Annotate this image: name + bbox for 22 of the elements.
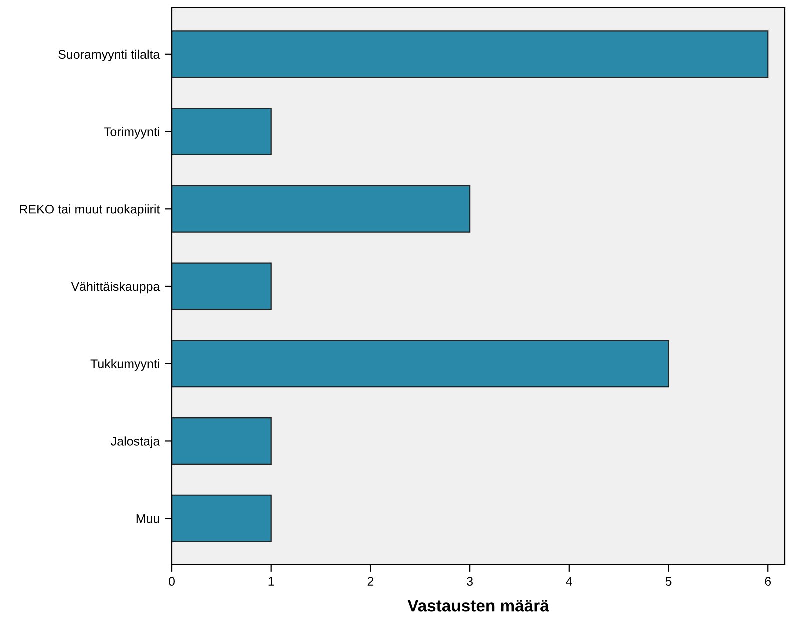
y-tick-label: Muu <box>136 514 160 524</box>
y-tick-label: Tukkumyynti <box>90 359 160 371</box>
bar <box>172 30 769 78</box>
bar <box>172 108 272 156</box>
bar <box>172 185 471 233</box>
y-tick-label: Suoramyynti tilalta <box>58 50 160 62</box>
bar <box>172 340 670 388</box>
x-tick-label: 3 <box>467 577 473 586</box>
bar <box>172 262 272 310</box>
x-axis-title: Vastausten määrä <box>408 600 550 612</box>
x-tick-label: 1 <box>268 577 274 586</box>
y-tick-label: REKO tai muut ruokapiirit <box>20 204 160 216</box>
bar <box>172 494 272 542</box>
x-tick-label: 4 <box>566 577 573 586</box>
y-tick-label: Jalostaja <box>111 436 160 448</box>
x-tick-label: 5 <box>666 577 672 586</box>
bar <box>172 417 272 465</box>
x-tick-label: 6 <box>765 577 772 586</box>
y-tick-label: Torimyynti <box>104 127 160 139</box>
x-tick-label: 2 <box>368 577 374 586</box>
y-tick-label: Vähittäiskauppa <box>71 282 160 294</box>
x-tick-label: 0 <box>169 577 175 586</box>
